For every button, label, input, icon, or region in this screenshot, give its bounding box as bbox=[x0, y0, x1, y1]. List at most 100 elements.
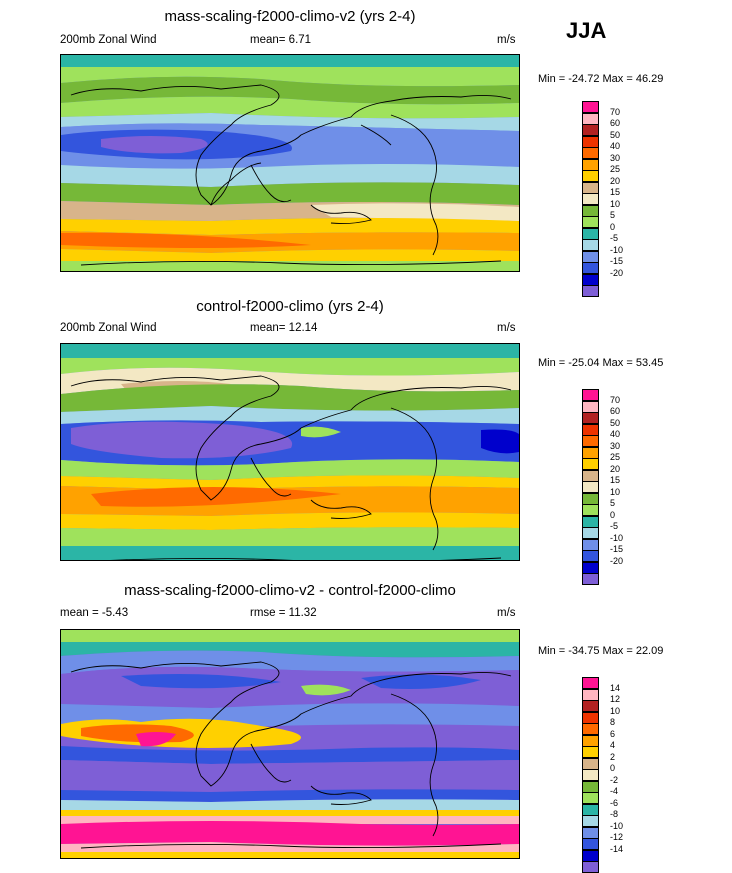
colorbar-swatch bbox=[582, 734, 599, 747]
colorbar-tick-label: 30 bbox=[610, 440, 621, 451]
colorbar-swatch bbox=[582, 803, 599, 816]
colorbar-tick-label: 70 bbox=[610, 106, 621, 117]
colorbar-tick-label: 50 bbox=[610, 129, 621, 140]
panel1-contour-svg bbox=[61, 55, 519, 271]
panel1-minmax-label: Min = -24.72 Max = 46.29 bbox=[538, 73, 664, 85]
colorbar-tick-label: 25 bbox=[610, 452, 621, 462]
colorbar-swatch bbox=[582, 273, 599, 286]
colorbar-swatch bbox=[582, 538, 599, 551]
contour-band bbox=[61, 642, 519, 658]
contour-band bbox=[61, 475, 519, 490]
contour-band bbox=[61, 218, 519, 235]
contour-band bbox=[61, 512, 519, 530]
contour-band bbox=[61, 358, 519, 376]
colorbar-tick-label: 0 bbox=[610, 509, 616, 520]
panel3-units-label: m/s bbox=[497, 607, 516, 619]
panel2-contour-svg bbox=[61, 344, 519, 560]
contour-band bbox=[61, 630, 519, 642]
panel3-title: mass-scaling-f2000-climo-v2 - control-f2… bbox=[124, 582, 456, 599]
colorbar-swatch bbox=[582, 711, 599, 724]
colorbar-swatch bbox=[582, 389, 599, 401]
contour-band bbox=[61, 55, 519, 67]
colorbar-swatch bbox=[582, 688, 599, 701]
colorbar-tick-label: 60 bbox=[610, 118, 621, 128]
season-label: JJA bbox=[566, 18, 607, 43]
panel2-mean-label: mean= 12.14 bbox=[250, 322, 318, 334]
colorbar-tick-label: -8 bbox=[610, 809, 619, 819]
panel2-map bbox=[60, 343, 520, 561]
colorbar-swatch bbox=[582, 216, 599, 228]
contour-band bbox=[61, 249, 519, 261]
panel1-variable-label: 200mb Zonal Wind bbox=[60, 34, 157, 46]
colorbar-swatch bbox=[582, 515, 599, 528]
colorbar-swatch bbox=[582, 746, 599, 758]
colorbar-tick-label: -10 bbox=[610, 532, 624, 543]
colorbar-swatch bbox=[582, 135, 599, 148]
colorbar-swatch bbox=[582, 239, 599, 251]
panel3-mean-label: mean = -5.43 bbox=[60, 607, 129, 619]
contour-band bbox=[61, 810, 519, 816]
contour-band bbox=[61, 789, 519, 802]
colorbar-swatch bbox=[582, 849, 599, 862]
colorbar-swatch bbox=[582, 861, 599, 873]
colorbar-swatch bbox=[582, 481, 599, 493]
contour-band bbox=[61, 746, 519, 764]
coastlines bbox=[70, 661, 512, 849]
colorbar-tick-label: 8 bbox=[610, 717, 616, 727]
contour-band bbox=[61, 760, 519, 792]
contour-band bbox=[301, 426, 341, 438]
contour-band bbox=[61, 799, 519, 810]
panel1-title: mass-scaling-f2000-climo-v2 (yrs 2-4) bbox=[164, 8, 416, 25]
colorbar-tick-label: 10 bbox=[610, 198, 621, 209]
colorbar-tick-label: -4 bbox=[610, 786, 619, 796]
colorbar-tick-label: 12 bbox=[610, 694, 621, 704]
colorbar-tick-label: 5 bbox=[610, 498, 616, 508]
contour-band bbox=[61, 852, 519, 858]
colorbar-tick-label: -20 bbox=[610, 555, 624, 566]
contour-band bbox=[61, 344, 519, 358]
colorbar-tick-label: 15 bbox=[610, 475, 621, 485]
colorbar-tick-label: 20 bbox=[610, 463, 621, 474]
colorbar-swatch bbox=[582, 446, 599, 459]
contour-band bbox=[61, 406, 519, 424]
contour-band bbox=[61, 232, 311, 248]
colorbar-swatch bbox=[582, 700, 599, 712]
colorbar-swatch bbox=[582, 101, 599, 113]
coastlines bbox=[70, 375, 512, 560]
colorbar-swatch bbox=[582, 112, 599, 125]
colorbar-swatch bbox=[582, 285, 599, 297]
panel2-variable-label: 200mb Zonal Wind bbox=[60, 322, 157, 334]
colorbar-swatch bbox=[582, 158, 599, 171]
colorbar-tick-label: 0 bbox=[610, 763, 616, 773]
colorbar-swatch bbox=[582, 492, 599, 505]
contour-band bbox=[481, 429, 519, 454]
panel1-map bbox=[60, 54, 520, 272]
colorbar-tick-label: 25 bbox=[610, 164, 621, 174]
colorbar-swatch bbox=[582, 838, 599, 850]
colorbar-swatch bbox=[582, 757, 599, 770]
colorbar-tick-label: 50 bbox=[610, 417, 621, 428]
colorbar-tick-label: -10 bbox=[610, 820, 624, 831]
colorbar-tick-label: 40 bbox=[610, 141, 621, 151]
contour-band bbox=[301, 684, 351, 696]
contour-band bbox=[61, 666, 519, 708]
panel3-rmse-label: rmse = 11.32 bbox=[250, 607, 317, 619]
colorbar-swatch bbox=[582, 527, 599, 539]
colorbar-tick-label: -2 bbox=[610, 774, 619, 785]
colorbar-tick-label: 2 bbox=[610, 751, 616, 762]
colorbar-tick-label: -5 bbox=[610, 521, 619, 531]
contour-band bbox=[71, 421, 293, 459]
colorbar-tick-label: 70 bbox=[610, 394, 621, 405]
colorbar-tick-label: 20 bbox=[610, 175, 621, 186]
contour-band bbox=[101, 136, 208, 154]
colorbar-swatch bbox=[582, 504, 599, 516]
contour-band bbox=[61, 96, 519, 119]
colorbar-swatch bbox=[582, 826, 599, 839]
colorbar-tick-label: 40 bbox=[610, 429, 621, 439]
contour-band bbox=[61, 821, 519, 846]
colorbar-tick-label: 14 bbox=[610, 682, 621, 693]
contour-band bbox=[91, 487, 341, 507]
colorbar-tick-label: -6 bbox=[610, 797, 619, 808]
colorbar-swatch bbox=[582, 147, 599, 159]
colorbar-tick-label: 0 bbox=[610, 221, 616, 232]
